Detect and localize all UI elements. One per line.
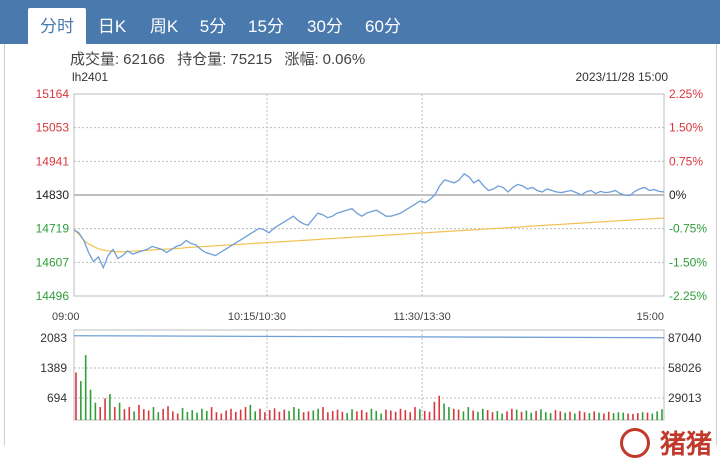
price-tick-label: 14496 xyxy=(36,289,70,303)
time-tick-label: 11:30/13:30 xyxy=(393,311,450,323)
price-tick-label: 14830 xyxy=(36,188,70,202)
open-interest-line xyxy=(73,335,665,339)
contract-symbol: lh2401 xyxy=(72,70,109,84)
change-value: 0.06% xyxy=(322,51,366,68)
period-tab-bar: 分时 日K 周K 5分 15分 30分 60分 xyxy=(0,0,720,44)
intraday-chart: 15164 2.25% 15053 1.50% 14941 0.75% 14830 0% 147… xyxy=(36,87,707,421)
time-tick-label: 15:00 xyxy=(636,311,664,323)
volume-tick-label: 694 xyxy=(47,391,67,405)
open-interest-value: 75215 xyxy=(230,51,273,68)
pct-tick-label: 2.25% xyxy=(669,87,703,101)
price-line xyxy=(73,172,665,270)
site-logo: 猪猪 xyxy=(659,430,712,460)
volume-tick-label: 1389 xyxy=(40,361,67,375)
tab-1[interactable]: 日K xyxy=(97,17,127,36)
price-tick-label: 15164 xyxy=(36,87,70,101)
time-tick-label: 09:00 xyxy=(52,311,80,323)
chart-datetime: 2023/11/28 15:00 xyxy=(575,70,668,84)
price-tick-label: 15053 xyxy=(36,121,70,135)
pct-tick-label: -2.25% xyxy=(669,289,707,303)
oi-tick-label: 58026 xyxy=(668,361,702,375)
pct-tick-label: -1.50% xyxy=(669,255,707,269)
tab-0[interactable]: 分时 xyxy=(28,8,86,44)
price-tick-label: 14941 xyxy=(36,154,70,168)
volume-label: 成交量: xyxy=(70,51,120,68)
pct-tick-label: -0.75% xyxy=(669,222,707,236)
change-label: 涨幅: xyxy=(284,51,319,68)
tab-6[interactable]: 60分 xyxy=(365,17,401,36)
chart-frame xyxy=(4,44,717,446)
volume-value: 62166 xyxy=(123,51,165,68)
tab-5[interactable]: 30分 xyxy=(307,17,343,36)
pct-tick-label: 0% xyxy=(669,188,687,202)
volume-tick-label: 2083 xyxy=(40,331,67,345)
pct-tick-label: 0.75% xyxy=(669,154,703,168)
price-tick-label: 14719 xyxy=(36,222,70,236)
tab-4[interactable]: 15分 xyxy=(248,17,284,36)
tab-2[interactable]: 周K xyxy=(149,17,179,36)
stats-line: 成交量: 62166 持仓量: 75215 涨幅: 0.06% xyxy=(70,48,369,69)
volume-plot-border xyxy=(73,329,665,421)
oi-tick-label: 87040 xyxy=(668,331,702,345)
time-tick-label: 10:15/10:30 xyxy=(228,311,286,323)
tab-3[interactable]: 5分 xyxy=(199,17,227,36)
average-price-line xyxy=(73,217,665,253)
pct-tick-label: 1.50% xyxy=(669,121,703,135)
open-interest-label: 持仓量: xyxy=(177,51,227,68)
logo-ring xyxy=(620,428,650,458)
oi-tick-label: 29013 xyxy=(668,391,702,405)
price-tick-label: 14607 xyxy=(36,255,70,269)
